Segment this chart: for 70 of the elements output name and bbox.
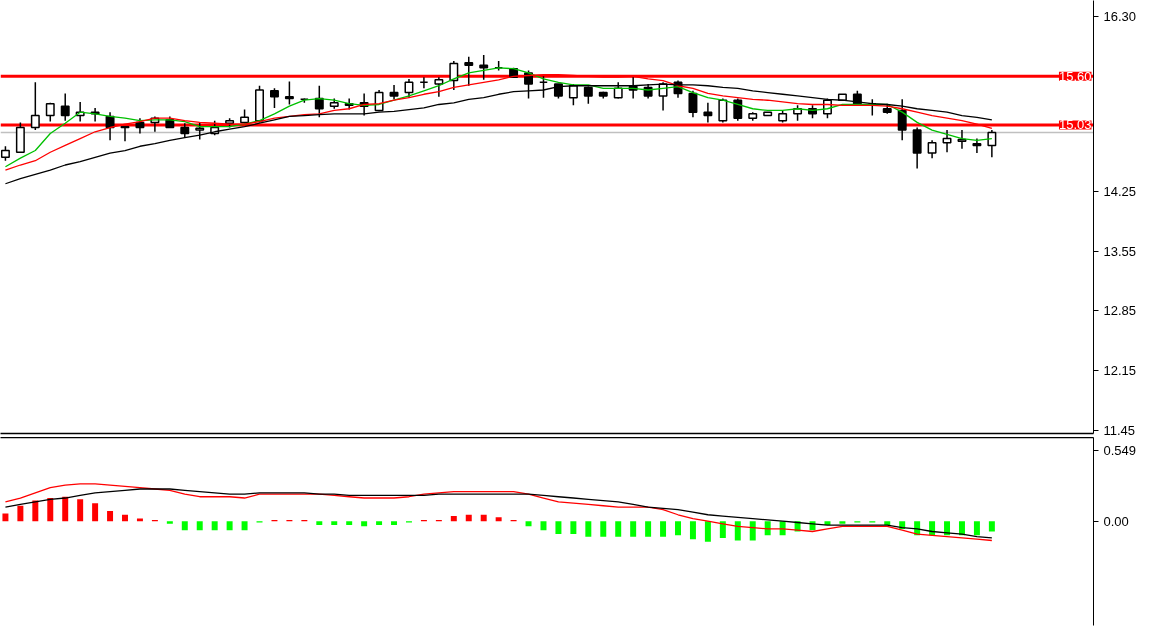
bar — [675, 521, 681, 536]
bar — [361, 521, 368, 527]
bar — [47, 498, 54, 522]
bar — [77, 499, 84, 522]
y-tick-label: 12.15 — [1103, 362, 1137, 378]
bar — [585, 521, 592, 537]
candlestick — [912, 126, 922, 170]
bar — [331, 521, 338, 526]
candlestick — [404, 78, 414, 99]
y-tick-label: 0.00 — [1103, 513, 1129, 529]
y-tick-label: 16.30 — [1103, 9, 1137, 25]
bar — [600, 521, 607, 537]
bar — [570, 521, 577, 535]
bar — [525, 521, 532, 527]
bar — [630, 521, 637, 537]
bar — [988, 521, 995, 532]
bar — [645, 521, 652, 537]
y-tick-label: 11.45 — [1103, 422, 1136, 438]
bar — [346, 521, 353, 526]
bar — [181, 521, 188, 531]
bar — [391, 521, 398, 526]
candlestick — [479, 54, 489, 81]
candlestick — [987, 129, 997, 159]
bar — [839, 521, 846, 524]
candlestick — [30, 81, 40, 131]
ref-line-label: 15.60 — [1058, 68, 1092, 84]
bar — [196, 521, 203, 531]
bar — [376, 521, 383, 526]
bar — [92, 503, 99, 522]
bar — [689, 521, 696, 540]
bar — [555, 521, 562, 535]
bar — [480, 514, 487, 522]
candlestick — [688, 90, 698, 119]
candlestick — [60, 92, 70, 122]
bar — [734, 521, 741, 541]
candlestick — [269, 87, 279, 109]
bar — [166, 521, 173, 524]
bar — [211, 521, 218, 531]
candlestick — [897, 98, 907, 142]
candlestick — [972, 137, 982, 154]
bar — [316, 521, 323, 526]
bar — [32, 500, 39, 522]
y-tick-label: 0.549 — [1103, 443, 1137, 459]
candlestick — [464, 56, 474, 87]
y-tick-label: 12.85 — [1103, 303, 1137, 319]
bar — [122, 514, 128, 522]
bar — [540, 521, 547, 531]
bar — [226, 521, 233, 531]
bar — [719, 521, 726, 538]
bar — [107, 510, 114, 522]
bar — [704, 521, 711, 542]
bar — [62, 496, 69, 522]
bar — [241, 521, 248, 531]
candlestick — [284, 80, 294, 106]
candlestick — [449, 60, 459, 91]
y-tick-label: 14.25 — [1103, 183, 1137, 199]
bar — [465, 514, 472, 522]
bar — [2, 513, 9, 522]
bar — [615, 521, 622, 537]
y-tick-label: 13.55 — [1103, 243, 1137, 259]
bar — [660, 521, 667, 537]
candlestick — [942, 129, 952, 153]
ref-line-label: 15.03 — [1058, 117, 1092, 133]
bar — [749, 521, 756, 541]
candlestick — [434, 76, 444, 98]
bar — [495, 517, 502, 522]
candlestick — [703, 102, 713, 124]
bar — [450, 516, 457, 522]
bar — [17, 505, 24, 522]
bar — [973, 521, 980, 536]
